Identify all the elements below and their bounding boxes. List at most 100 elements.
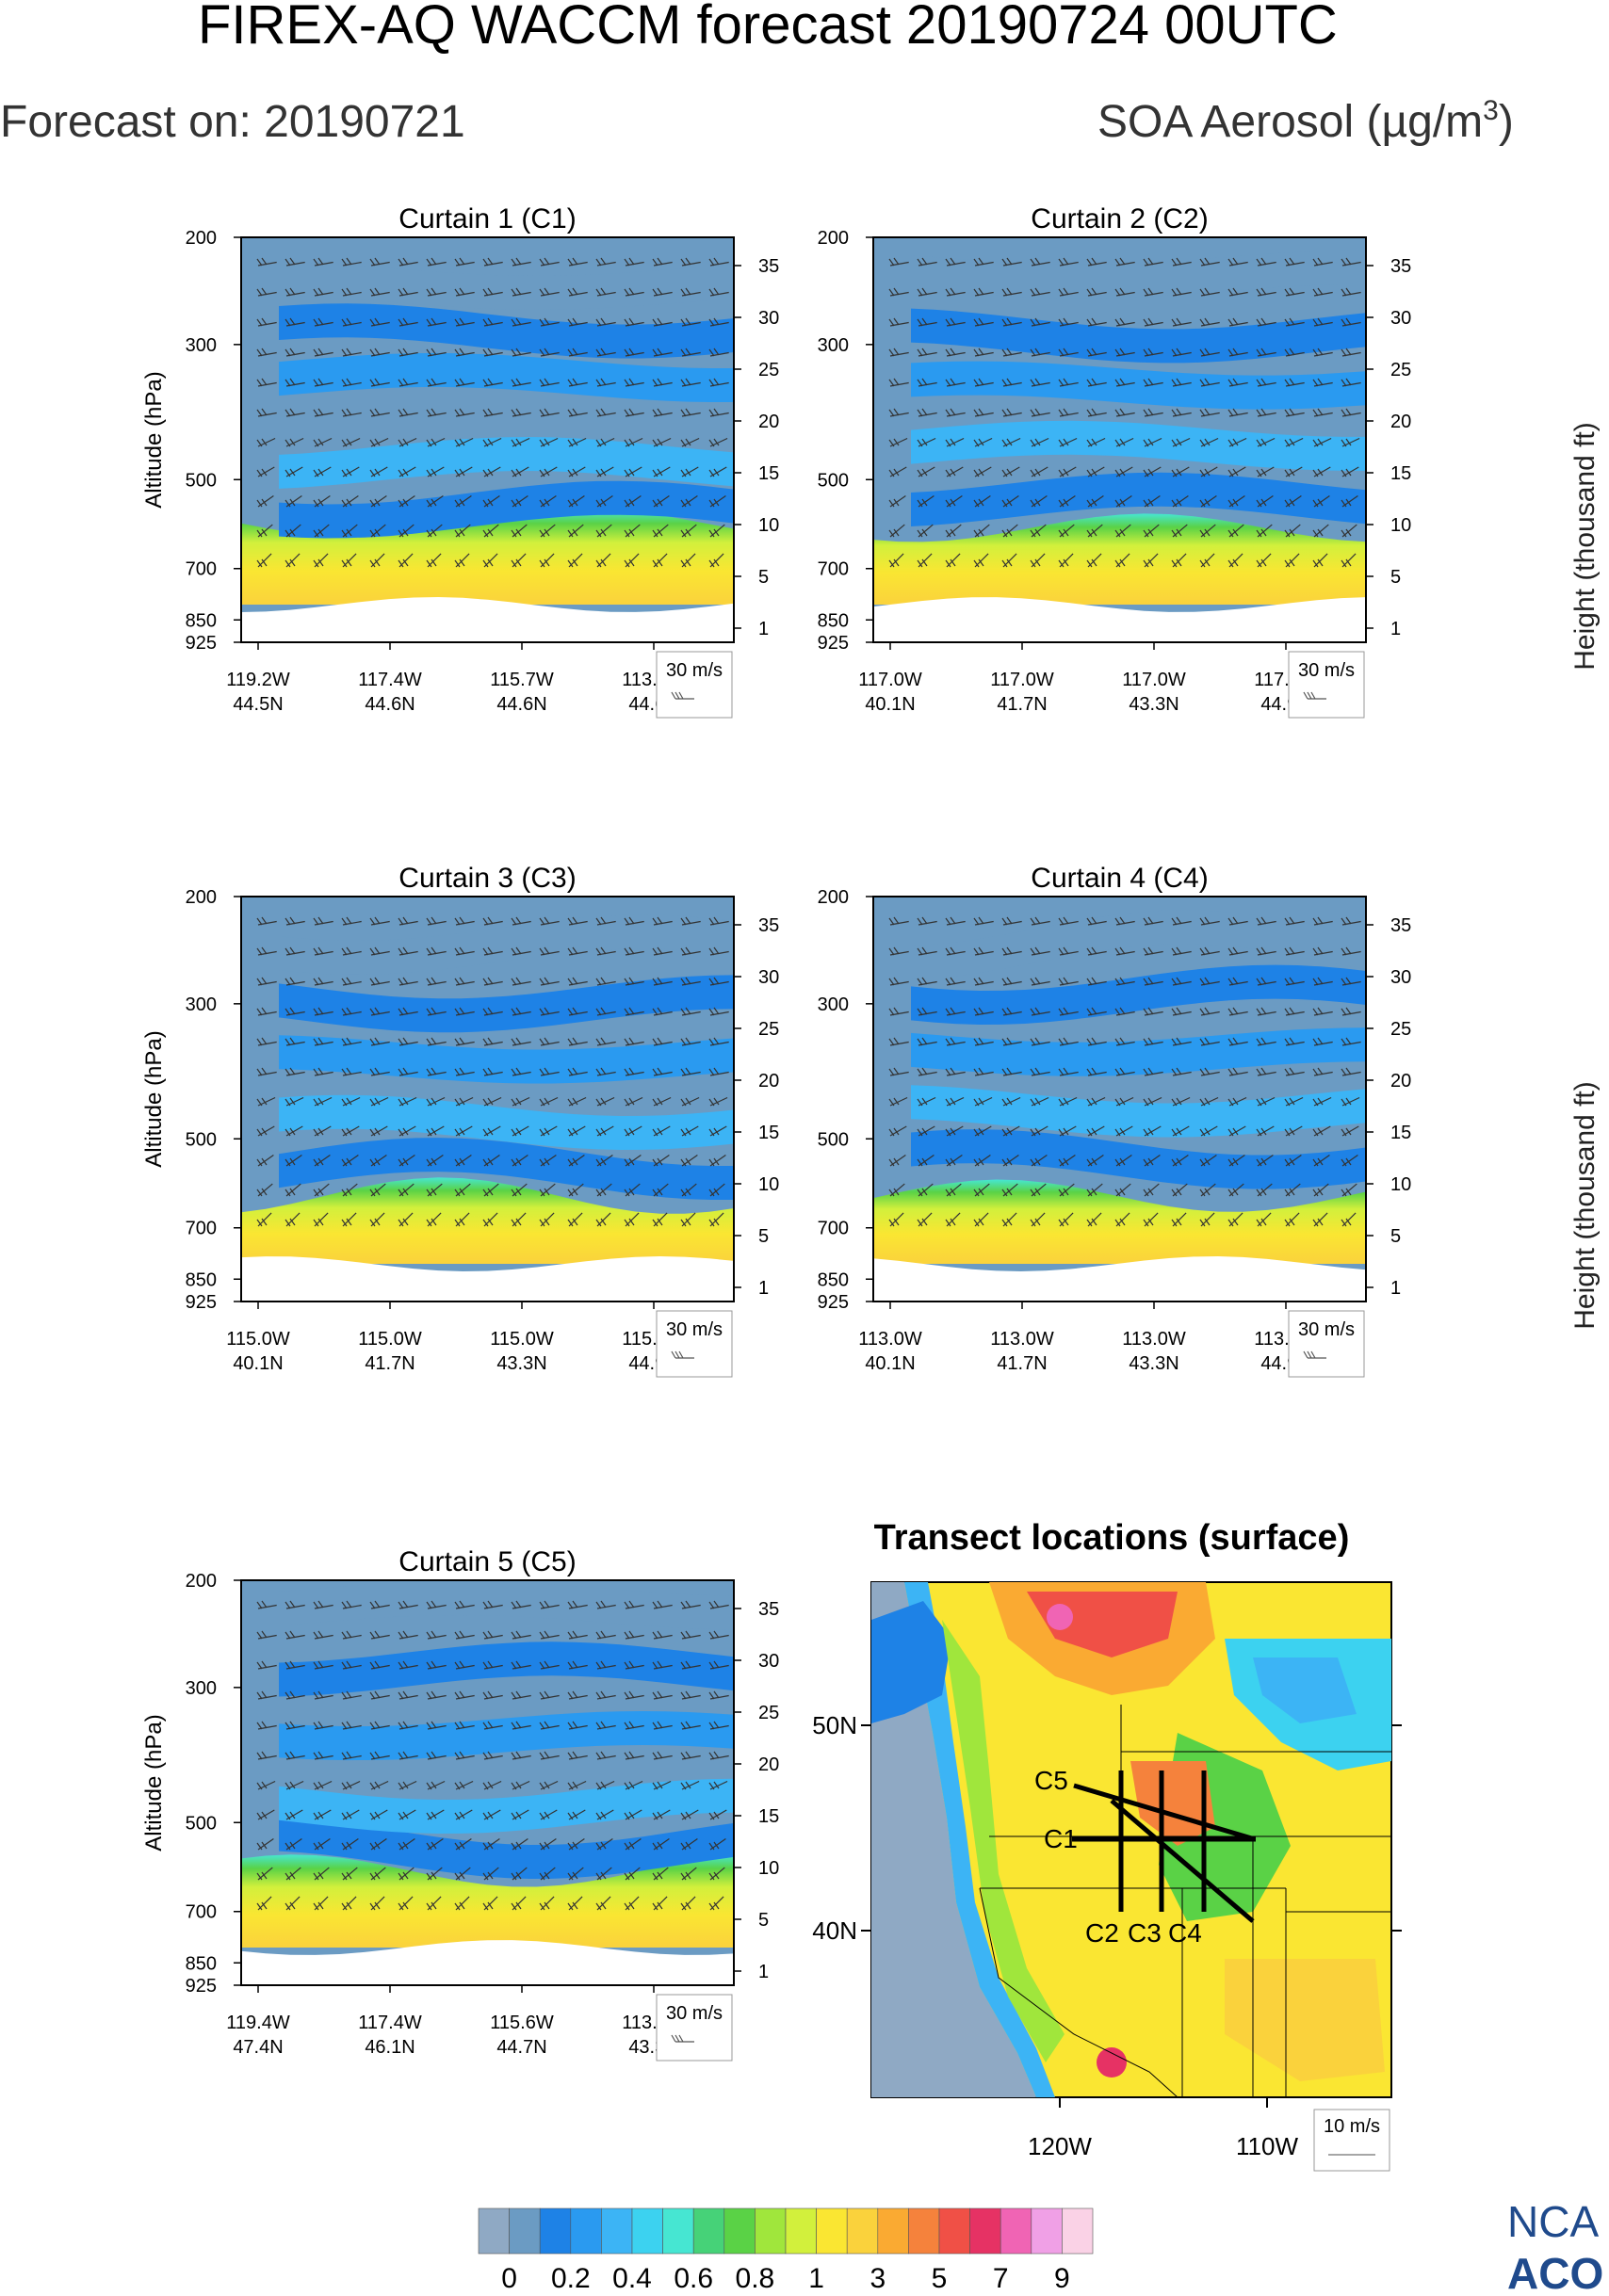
wind-barb xyxy=(1171,495,1189,508)
wind-barb xyxy=(1058,495,1076,508)
wind-barb xyxy=(624,1751,644,1760)
wind-barb xyxy=(624,1630,644,1640)
wind-barb xyxy=(539,1751,560,1760)
wind-barb xyxy=(1086,257,1107,267)
wind-barb xyxy=(680,524,697,538)
wind-barb xyxy=(1256,1125,1275,1137)
wind-barb xyxy=(313,1630,333,1640)
wind-barb xyxy=(284,1780,304,1790)
wind-barb xyxy=(595,1096,615,1107)
wind-barb xyxy=(567,1096,587,1107)
wind-barb xyxy=(680,378,701,387)
wind-barb xyxy=(1256,977,1276,986)
wind-barb xyxy=(945,1155,963,1167)
wind-barb xyxy=(1312,1212,1328,1227)
colorbar-label: 0.4 xyxy=(612,2263,652,2294)
lat-label-50n: 50N xyxy=(812,1711,857,1739)
wind-barb xyxy=(369,1125,388,1137)
wind-barb xyxy=(1030,1212,1046,1227)
wind-barb xyxy=(482,1721,503,1730)
transect-map: Transect locations (surface) xyxy=(812,1518,1402,2172)
wind-barb xyxy=(482,1600,503,1609)
wind-barb xyxy=(1227,437,1247,447)
pressure-tick-label: 300 xyxy=(186,335,217,356)
wind-barb xyxy=(1256,287,1276,297)
wind-barb xyxy=(567,524,584,538)
wind-barb xyxy=(482,916,503,926)
wind-barb xyxy=(369,1212,385,1227)
wind-barb xyxy=(595,1721,616,1730)
wind-barb xyxy=(973,466,992,477)
wind-barb xyxy=(482,317,503,327)
wind-barb xyxy=(708,1600,729,1609)
wind-barb xyxy=(624,466,642,477)
wind-barb xyxy=(256,287,277,297)
wind-barb xyxy=(1312,495,1330,508)
wind-barb xyxy=(1030,378,1050,387)
wind-barb xyxy=(539,946,560,956)
wind-barb xyxy=(313,1067,333,1076)
transect-lines xyxy=(1072,1771,1256,1923)
wind-barb xyxy=(313,348,333,357)
wind-barb xyxy=(1256,1212,1272,1227)
wind-barb xyxy=(945,378,966,387)
wind-barb xyxy=(1030,553,1046,568)
wind-barb xyxy=(539,1037,560,1046)
wind-barb xyxy=(539,437,559,447)
wind-barb xyxy=(482,1007,503,1016)
wind-barb xyxy=(511,1660,531,1670)
wind-barb xyxy=(284,1096,304,1107)
wind-barb xyxy=(1312,408,1333,417)
wind-barb xyxy=(511,287,531,297)
wind-barb xyxy=(917,1212,933,1227)
wind-barb xyxy=(595,348,616,357)
wind-barb xyxy=(1001,1037,1022,1046)
wind-barb xyxy=(1256,1007,1276,1016)
wind-barb xyxy=(284,466,303,477)
wind-barb xyxy=(1058,1125,1077,1137)
wind-barb xyxy=(624,553,640,568)
wind-barb xyxy=(511,1125,529,1137)
northwest-blue-patch xyxy=(871,1601,951,1723)
wind-barb xyxy=(945,946,966,956)
wind-barb xyxy=(426,946,447,956)
curtain-title: Curtain 3 (C3) xyxy=(398,863,576,894)
wind-barb xyxy=(1058,1067,1079,1076)
wind-barb xyxy=(426,1067,447,1076)
wind-barb xyxy=(1171,437,1191,447)
wind-barb xyxy=(284,348,305,357)
wind-barb xyxy=(1227,1067,1248,1076)
height-tick-label: 1 xyxy=(758,1278,769,1299)
wind-barb xyxy=(454,524,471,538)
wind-barb xyxy=(511,1155,528,1167)
wind-barb xyxy=(398,1096,417,1107)
wind-barb xyxy=(539,378,560,387)
wind-barb xyxy=(1114,408,1135,417)
wind-barb xyxy=(1001,495,1019,508)
wind-barb xyxy=(680,1037,701,1046)
wind-barb xyxy=(680,1155,698,1167)
wind-barb xyxy=(888,408,909,417)
wind-barb xyxy=(652,1660,673,1670)
wind-barb xyxy=(482,1780,502,1790)
height-tick-label: 25 xyxy=(758,1019,779,1040)
wind-barb xyxy=(624,977,644,986)
wind-barb xyxy=(595,916,616,926)
colorbar-swatch xyxy=(785,2207,817,2255)
wind-barb xyxy=(624,1867,641,1881)
x-tick-longitude: 115.6W xyxy=(490,2013,554,2033)
transect-label-c2: C2 xyxy=(1085,1918,1119,1948)
wind-barb xyxy=(1284,553,1300,568)
wind-barb xyxy=(1227,348,1248,357)
wind-barb xyxy=(341,348,362,357)
wind-barb xyxy=(1086,977,1107,986)
wind-barb xyxy=(888,1037,909,1046)
wind-barb xyxy=(511,1809,529,1820)
pressure-tick-label: 200 xyxy=(186,228,217,249)
wind-barb xyxy=(1114,287,1135,297)
colorbar-swatch xyxy=(846,2207,879,2255)
wind-barb xyxy=(426,1809,445,1820)
colorbar-label: 0.2 xyxy=(551,2263,591,2294)
wind-barb xyxy=(341,437,361,447)
wind-barb xyxy=(708,1721,729,1730)
